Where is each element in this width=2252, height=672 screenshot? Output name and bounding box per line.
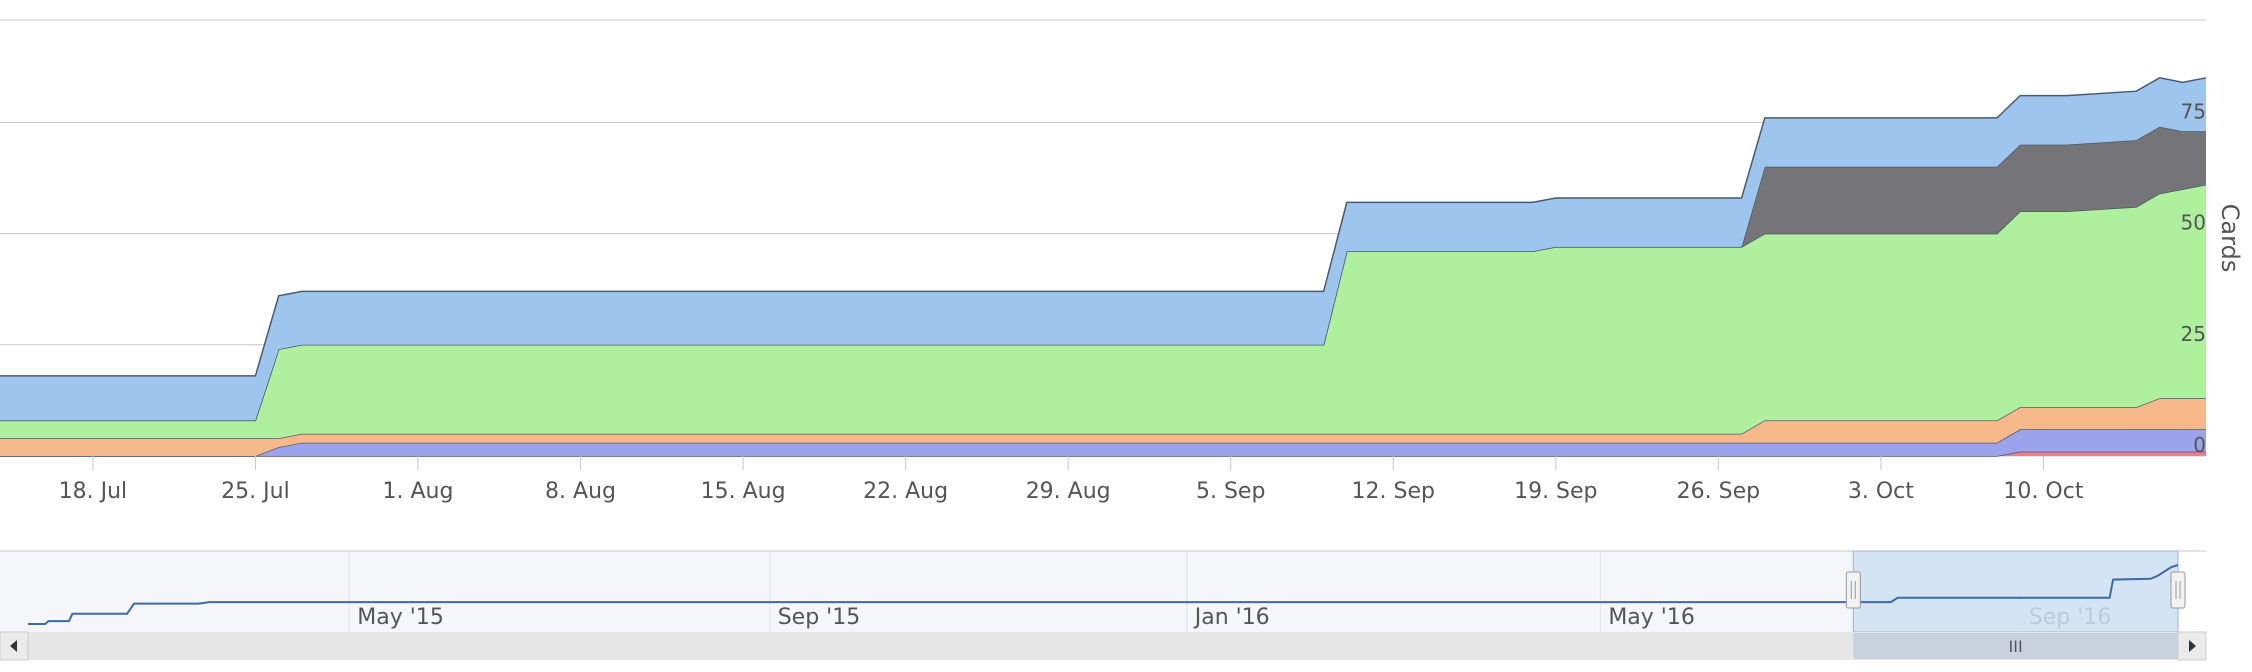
navigator-scrollbar[interactable]: III xyxy=(0,631,2207,661)
scrollbar-right-arrow[interactable] xyxy=(2177,631,2207,661)
x-tick-label: 10. Oct xyxy=(2003,479,2083,504)
navigator-handle-right[interactable] xyxy=(2170,571,2186,609)
x-tick-label: 18. Jul xyxy=(59,479,128,504)
arrow-left-icon xyxy=(10,640,17,652)
navigator-label: Sep '15 xyxy=(778,605,861,630)
x-tick-label: 5. Sep xyxy=(1196,479,1265,504)
series-area-blocked xyxy=(0,429,2206,456)
navigator-label: May '15 xyxy=(357,605,444,630)
y-tick-label: 25 xyxy=(2181,322,2206,346)
series-line-backlog xyxy=(0,77,2207,377)
navigator-label: May '16 xyxy=(1608,605,1695,630)
series-area-done xyxy=(0,184,2206,439)
stacked-area-series xyxy=(0,77,2207,457)
x-tick-label: 26. Sep xyxy=(1677,479,1760,504)
x-axis: 18. Jul 25. Jul 1. Aug 8. Aug 15. Aug 22. Aug… xyxy=(59,456,2084,504)
x-tick-label: 15. Aug xyxy=(701,479,786,504)
navigator-handle-left[interactable] xyxy=(1845,571,1861,609)
y-tick-label: 75 xyxy=(2181,99,2206,123)
x-tick-label: 29. Aug xyxy=(1026,479,1111,504)
series-area-review xyxy=(0,398,2206,456)
y-axis-title: Cards xyxy=(2216,204,2244,273)
scrollbar-track[interactable] xyxy=(0,632,2206,660)
navigator-background xyxy=(0,551,2178,632)
navigator-series-line xyxy=(28,564,2179,625)
y-tick-label: 0 xyxy=(2193,433,2206,457)
navigator-selection[interactable] xyxy=(1852,550,2179,633)
x-tick-label: 8. Aug xyxy=(545,479,616,504)
x-tick-label: 22. Aug xyxy=(863,479,948,504)
x-tick-label: 3. Oct xyxy=(1848,479,1914,504)
scrollbar-left-arrow[interactable] xyxy=(0,631,29,661)
scrollbar-thumb[interactable] xyxy=(1853,633,2178,659)
y-tick-label: 50 xyxy=(2181,211,2206,235)
scrollbar-grip: III xyxy=(2009,637,2023,656)
series-area-backlog xyxy=(0,77,2206,421)
x-tick-label: 25. Jul xyxy=(221,479,290,504)
y-axis: 0 25 50 75 xyxy=(2181,99,2206,457)
x-tick-label: 1. Aug xyxy=(383,479,454,504)
x-tick-label: 12. Sep xyxy=(1352,479,1435,504)
navigator-label: Jan '16 xyxy=(1193,605,1270,630)
arrow-right-icon xyxy=(2189,640,2196,652)
x-tick-label: 19. Sep xyxy=(1514,479,1597,504)
